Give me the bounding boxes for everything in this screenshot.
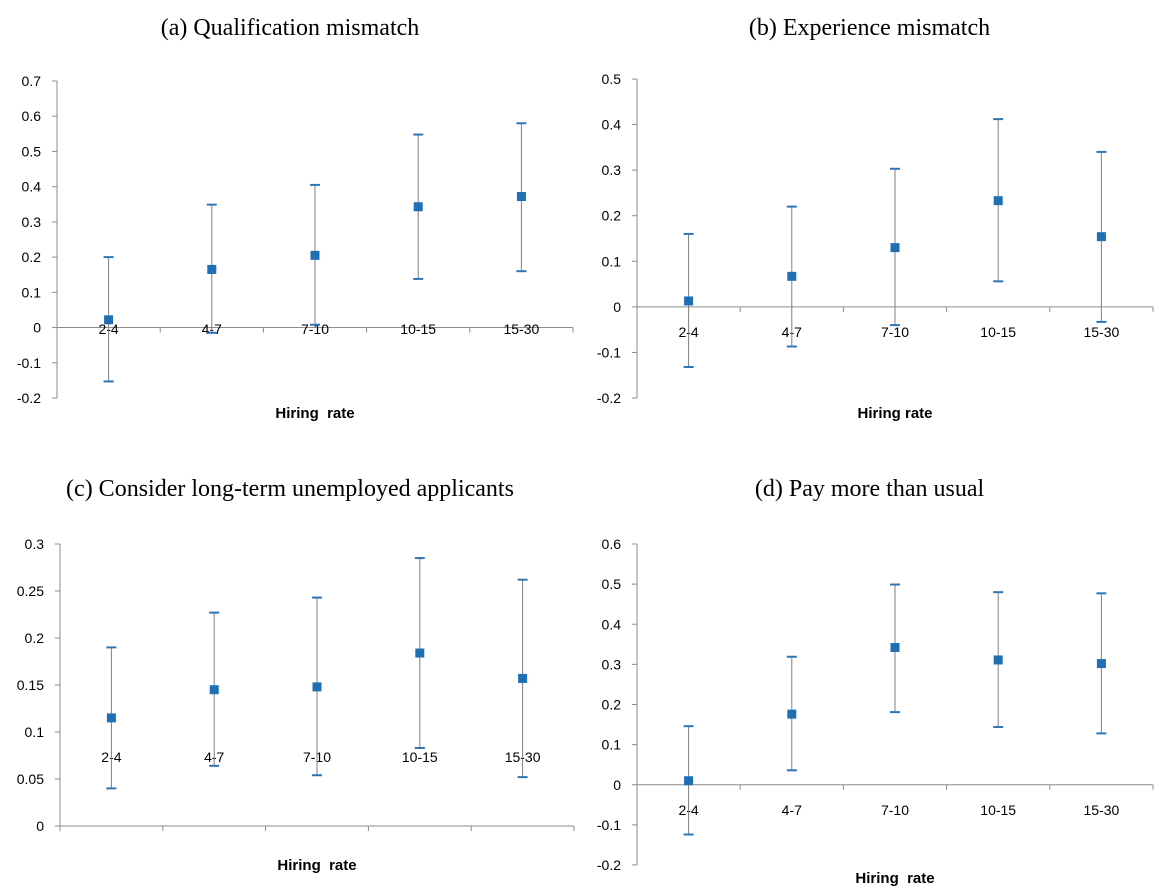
x-tick-label: 7-10 <box>881 324 909 340</box>
estimate-marker <box>1096 659 1106 669</box>
estimate-marker <box>684 296 694 306</box>
y-tick-label: 0.2 <box>22 249 42 265</box>
y-tick-label: 0.3 <box>25 536 45 552</box>
y-tick-label: 0.5 <box>602 576 622 592</box>
estimate-marker <box>993 196 1003 206</box>
estimate-marker <box>787 709 797 719</box>
x-axis-title: Hiring rate <box>275 405 354 422</box>
x-tick-label: 7-10 <box>301 321 329 337</box>
estimate-marker <box>1096 232 1106 242</box>
y-tick-label: 0.6 <box>602 536 622 552</box>
estimate-marker <box>787 271 797 281</box>
estimate-marker <box>312 682 322 692</box>
panel-title: (d) Pay more than usual <box>754 476 985 502</box>
chart-pay-more: 0.60.50.40.30.20.10-0.1-0.22-4 4-7 7-10 10-… <box>597 536 1154 887</box>
y-tick-label: -0.2 <box>597 390 621 406</box>
y-tick-label: 0.2 <box>602 697 622 713</box>
y-tick-label: -0.1 <box>597 344 621 360</box>
y-tick-label: -0.1 <box>597 817 621 833</box>
y-tick-label: 0.25 <box>17 583 44 599</box>
chart-qualification-mismatch: 0.70.60.50.40.30.20.10-0.1-0.22-4 4-7 7-10… <box>17 73 574 422</box>
x-tick-label: 10-15 <box>402 749 438 765</box>
y-tick-label: 0 <box>33 320 41 336</box>
panel-title: (c) Consider long-term unemployed applic… <box>66 476 514 502</box>
y-tick-label: 0.1 <box>25 724 45 740</box>
estimate-marker <box>516 192 526 202</box>
y-tick-label: -0.2 <box>17 390 41 406</box>
y-tick-label: 0.5 <box>22 143 42 159</box>
panel-long-term-unemployed: (c) Consider long-term unemployed applic… <box>0 444 580 888</box>
estimate-marker <box>518 673 528 683</box>
x-tick-label: 10-15 <box>980 802 1016 818</box>
x-tick-label: 15-30 <box>503 321 539 337</box>
y-tick-label: 0.6 <box>22 108 42 124</box>
y-tick-label: 0 <box>36 818 44 834</box>
x-tick-label: 7-10 <box>881 802 909 818</box>
y-tick-label: 0.1 <box>602 253 622 269</box>
y-tick-label: 0.4 <box>22 179 42 195</box>
estimate-marker <box>890 243 900 253</box>
y-tick-label: 0.2 <box>25 630 45 646</box>
estimate-marker <box>209 685 219 695</box>
estimate-marker <box>415 648 425 658</box>
y-tick-label: 0.1 <box>22 284 42 300</box>
estimate-marker <box>207 264 217 274</box>
estimate-marker <box>413 202 423 212</box>
panel-experience-mismatch: (b) Experience mismatch 0.5 0.4 0.3 0.2 0.1 0… <box>580 0 1159 444</box>
y-tick-label: 0.1 <box>602 737 622 753</box>
estimate-marker <box>684 776 694 786</box>
panel-pay-more: (d) Pay more than usual 0.6 0.5 0.4 0.3 0.2 0… <box>580 444 1159 888</box>
y-tick-label: 0.4 <box>602 616 622 632</box>
y-tick-label: 0.05 <box>17 771 44 787</box>
y-tick-label: 0.3 <box>22 214 42 230</box>
y-tick-label: 0.7 <box>22 73 42 89</box>
panel-qualification-mismatch: (a) Qualification mismatch 0.7 0.6 0.5 0.4 0… <box>0 0 580 444</box>
x-axis-title: Hiring rate <box>277 857 356 874</box>
x-tick-label: 10-15 <box>980 324 1016 340</box>
y-tick-label: 0.5 <box>602 71 622 87</box>
panel-title: (a) Qualification mismatch <box>160 15 420 41</box>
y-tick-label: 0 <box>613 299 621 315</box>
y-tick-label: -0.1 <box>17 355 41 371</box>
x-tick-label: 4-7 <box>782 802 802 818</box>
estimate-marker <box>890 643 900 653</box>
y-tick-label: -0.2 <box>597 857 621 873</box>
y-tick-label: 0.3 <box>602 162 622 178</box>
estimate-marker <box>104 315 114 325</box>
estimate-marker <box>993 655 1003 665</box>
x-tick-label: 10-15 <box>400 321 436 337</box>
y-tick-label: 0.2 <box>602 208 622 224</box>
y-tick-label: 0.3 <box>602 656 622 672</box>
y-tick-label: 0.15 <box>17 677 44 693</box>
estimate-marker <box>310 250 320 260</box>
x-tick-label: 15-30 <box>1083 802 1119 818</box>
panel-title: (b) Experience mismatch <box>748 15 991 41</box>
estimate-marker <box>106 713 116 723</box>
chart-experience-mismatch: 0.50.40.30.20.10-0.1-0.22-4 4-7 7-10 10-15 1… <box>597 71 1154 422</box>
x-axis-title: Hiring rate <box>857 405 932 422</box>
y-tick-label: 0 <box>613 777 621 793</box>
y-tick-label: 0.4 <box>602 117 622 133</box>
x-axis-title: Hiring rate <box>855 870 934 887</box>
x-tick-label: 15-30 <box>1083 324 1119 340</box>
